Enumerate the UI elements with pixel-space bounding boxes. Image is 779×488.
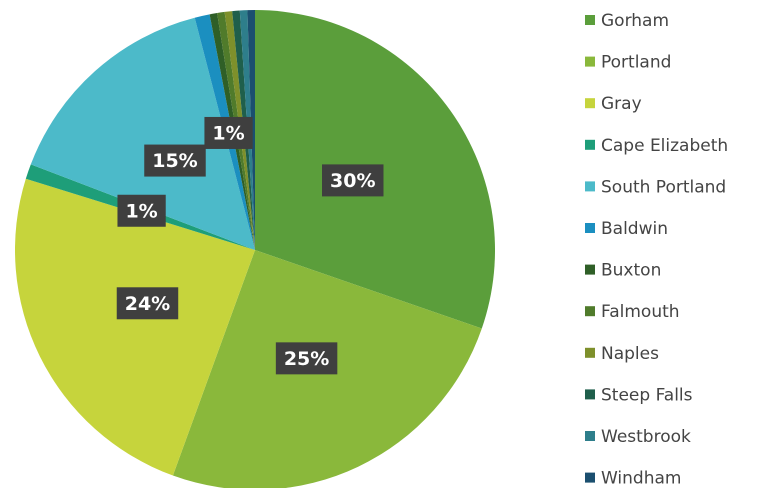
legend-label: Gray xyxy=(601,94,642,114)
legend-label: Portland xyxy=(601,53,671,73)
legend-swatch xyxy=(585,223,595,233)
legend-swatch xyxy=(585,264,595,275)
legend-label: Falmouth xyxy=(601,302,680,322)
legend-swatch xyxy=(585,15,595,25)
data-label: 15% xyxy=(152,150,197,172)
legend-label: Buxton xyxy=(601,261,661,281)
legend-swatch xyxy=(585,98,595,109)
data-label: 24% xyxy=(125,293,170,315)
legend-label: Cape Elizabeth xyxy=(601,136,728,156)
legend-label: Naples xyxy=(601,344,659,364)
legend-swatch xyxy=(585,431,595,441)
legend-swatch xyxy=(585,56,595,67)
data-label-box xyxy=(322,164,384,197)
legend-swatch xyxy=(585,389,595,400)
pie-slice xyxy=(14,178,255,476)
legend-label: Baldwin xyxy=(601,219,668,239)
legend-swatch xyxy=(585,181,595,192)
data-label-box xyxy=(116,287,179,320)
legend-label: South Portland xyxy=(601,177,726,197)
data-label-box xyxy=(204,116,253,149)
data-label: 1% xyxy=(125,200,157,222)
data-label-box xyxy=(144,144,206,177)
data-label: 25% xyxy=(284,348,329,370)
legend-label: Steep Falls xyxy=(601,385,693,405)
legend-swatch xyxy=(585,347,595,358)
legend-swatch xyxy=(585,306,595,317)
legend-label: Westbrook xyxy=(601,427,691,447)
data-label-box xyxy=(117,194,166,227)
legend-label: Windham xyxy=(601,469,681,488)
data-label: 30% xyxy=(330,170,375,192)
legend-label: Gorham xyxy=(601,11,669,31)
legend-swatch xyxy=(585,139,595,150)
data-label: 1% xyxy=(212,122,244,144)
data-label-box xyxy=(275,342,338,375)
pie-slice xyxy=(30,17,255,251)
legend-swatch xyxy=(585,472,595,483)
